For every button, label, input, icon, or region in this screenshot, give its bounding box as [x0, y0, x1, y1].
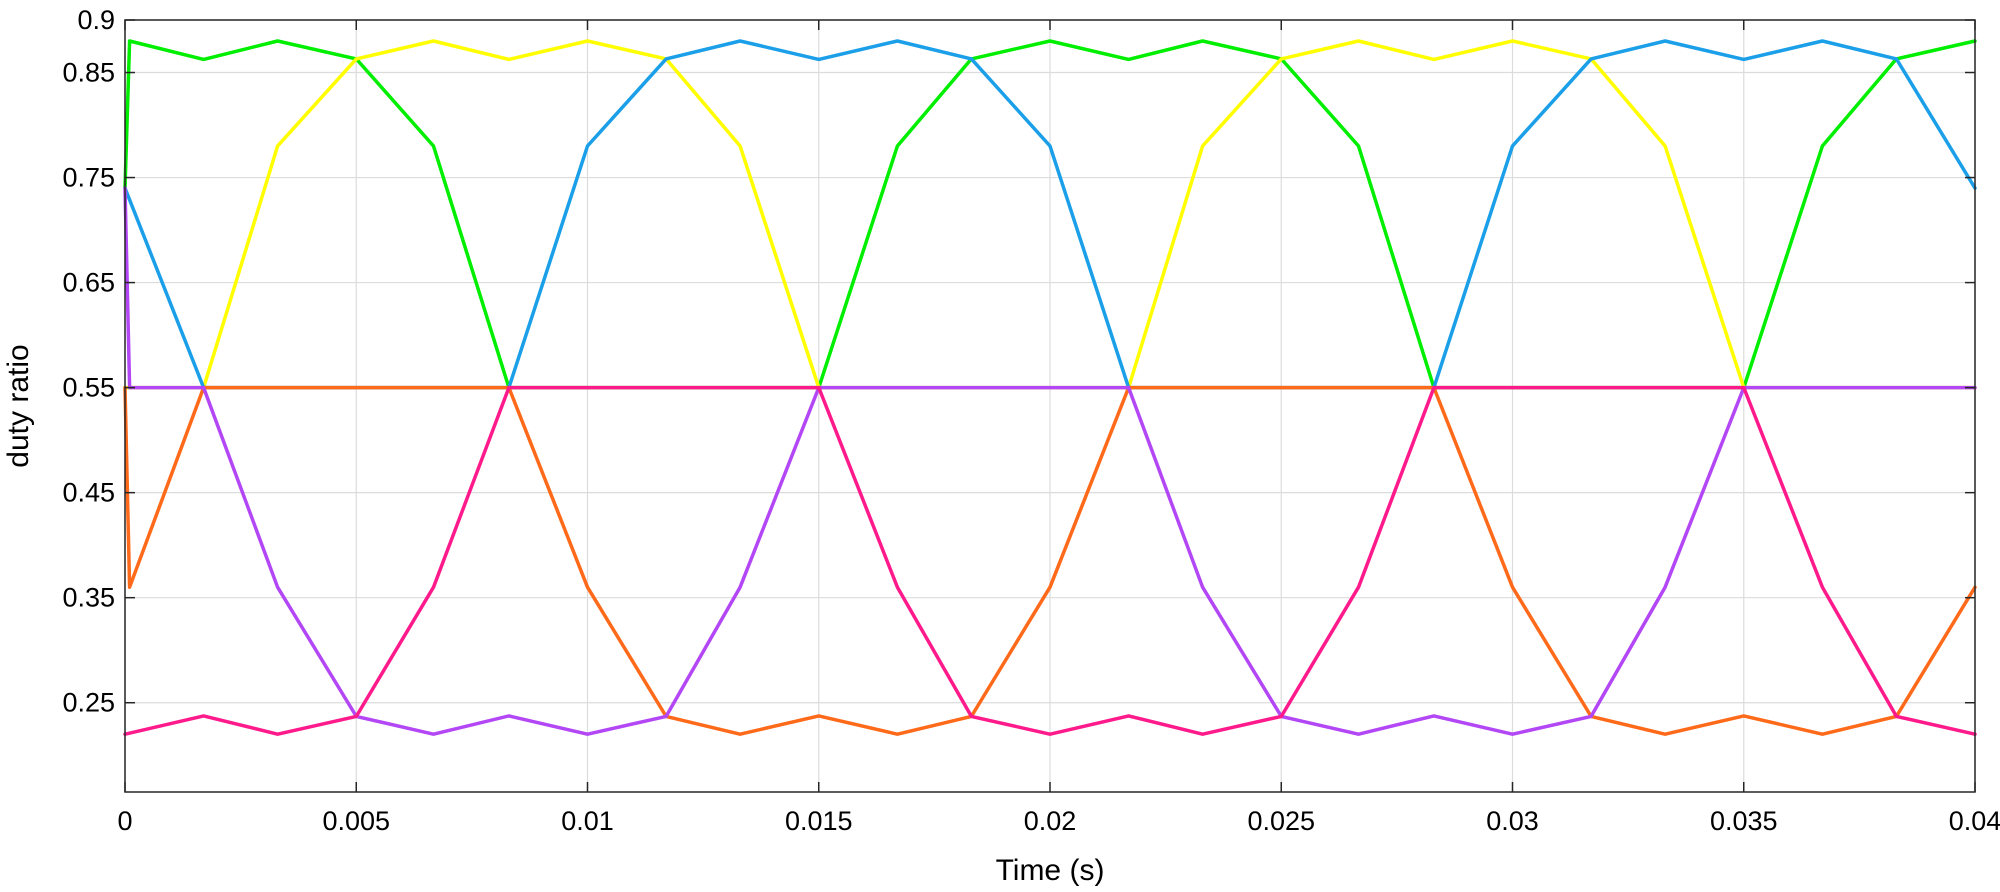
y-tick-labels: 0.9 0.85 0.75 0.65 0.55 0.45 0.35 0.25 [62, 5, 115, 718]
x-tick-label: 0.025 [1247, 806, 1315, 836]
x-tick-labels: 0 0.005 0.01 0.015 0.02 0.025 0.03 0.035 0.04 [117, 806, 2000, 836]
x-tick-label: 0.03 [1486, 806, 1539, 836]
y-tick-label: 0.35 [62, 583, 115, 613]
series-line-4 [123, 385, 1977, 736]
series-group [123, 39, 1977, 736]
y-axis-label: duty ratio [2, 344, 35, 467]
x-tick-label: 0.02 [1024, 806, 1077, 836]
tick-marks [124, 19, 1976, 792]
x-tick-label: 0.04 [1949, 806, 2000, 836]
series-line-3 [123, 39, 1977, 390]
y-tick-label: 0.9 [77, 5, 115, 35]
y-tick-label: 0.75 [62, 163, 115, 193]
series-line-6 [123, 385, 1977, 736]
x-tick-label: 0.01 [561, 806, 614, 836]
y-tick-label: 0.65 [62, 268, 115, 298]
x-axis-label: Time (s) [996, 854, 1105, 887]
y-tick-label: 0.55 [62, 373, 115, 403]
y-tick-label: 0.25 [62, 688, 115, 718]
x-tick-label: 0.015 [785, 806, 853, 836]
x-tick-label: 0.035 [1710, 806, 1778, 836]
x-tick-label: 0 [117, 806, 132, 836]
y-tick-label: 0.45 [62, 478, 115, 508]
y-tick-label: 0.85 [62, 58, 115, 88]
x-tick-label: 0.005 [322, 806, 390, 836]
